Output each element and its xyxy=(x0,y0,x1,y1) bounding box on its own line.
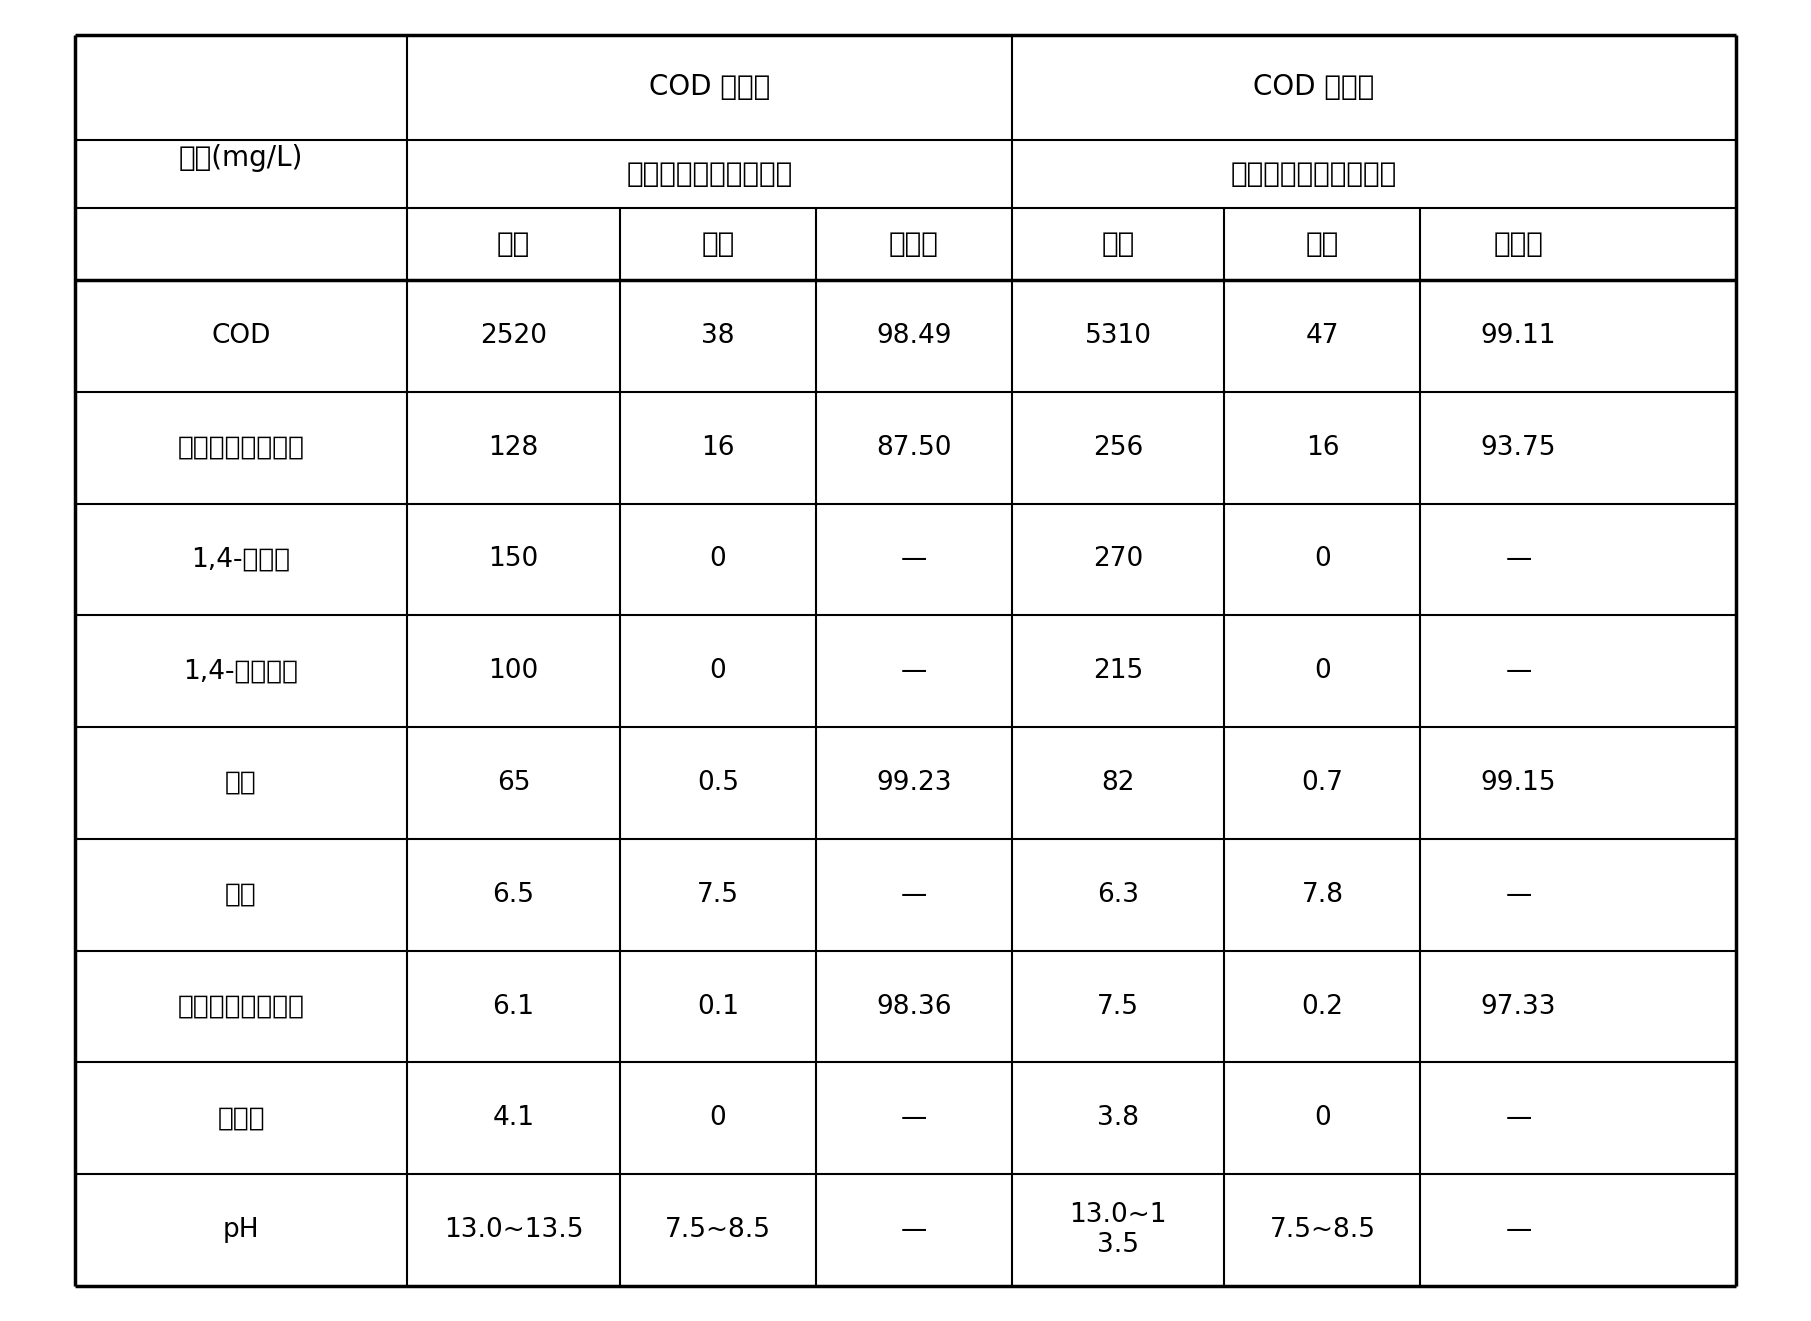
Text: 0: 0 xyxy=(710,1106,726,1131)
Text: 128: 128 xyxy=(489,435,538,461)
Text: 0: 0 xyxy=(1315,1106,1331,1131)
Text: 0: 0 xyxy=(710,547,726,572)
Text: 进水: 进水 xyxy=(1101,230,1135,258)
Text: 16: 16 xyxy=(701,435,735,461)
Text: 6.5: 6.5 xyxy=(493,882,534,908)
Text: 38: 38 xyxy=(701,322,735,349)
Text: 3.8: 3.8 xyxy=(1097,1106,1139,1131)
Text: 0: 0 xyxy=(710,658,726,684)
Text: —: — xyxy=(1505,1217,1532,1243)
Text: 256: 256 xyxy=(1094,435,1143,461)
Text: pH: pH xyxy=(223,1217,259,1243)
Text: —: — xyxy=(1505,1106,1532,1131)
Text: 去除率: 去除率 xyxy=(1494,230,1543,258)
Text: —: — xyxy=(900,547,927,572)
Text: 98.49: 98.49 xyxy=(877,322,951,349)
Text: 7.5~8.5: 7.5~8.5 xyxy=(665,1217,771,1243)
Text: —: — xyxy=(1505,658,1532,684)
Text: 65: 65 xyxy=(496,770,531,797)
Text: 215: 215 xyxy=(1094,658,1143,684)
Text: 色度（稀释倍数）: 色度（稀释倍数） xyxy=(177,435,304,461)
Text: 99.11: 99.11 xyxy=(1481,322,1556,349)
Text: COD 冲击期: COD 冲击期 xyxy=(1253,74,1375,102)
Text: 7.5: 7.5 xyxy=(1097,993,1139,1020)
Text: 270: 270 xyxy=(1094,547,1143,572)
Text: 阴离子表面活性剂: 阴离子表面活性剂 xyxy=(177,993,304,1020)
Text: 98.36: 98.36 xyxy=(877,993,951,1020)
Text: 0.7: 0.7 xyxy=(1302,770,1344,797)
Text: COD: COD xyxy=(212,322,272,349)
Text: 4.1: 4.1 xyxy=(493,1106,534,1131)
Text: 16: 16 xyxy=(1306,435,1338,461)
Text: 13.0~13.5: 13.0~13.5 xyxy=(444,1217,583,1243)
Text: 99.15: 99.15 xyxy=(1481,770,1556,797)
Text: 0.1: 0.1 xyxy=(697,993,739,1020)
Text: 5310: 5310 xyxy=(1085,322,1152,349)
Text: 0: 0 xyxy=(1315,658,1331,684)
Text: 0: 0 xyxy=(1315,547,1331,572)
Text: 87.50: 87.50 xyxy=(877,435,951,461)
Text: 97.33: 97.33 xyxy=(1481,993,1556,1020)
Text: 13.0~1
3.5: 13.0~1 3.5 xyxy=(1068,1202,1166,1258)
Text: —: — xyxy=(1505,547,1532,572)
Text: —: — xyxy=(900,1106,927,1131)
Text: —: — xyxy=(1505,882,1532,908)
Text: 0.5: 0.5 xyxy=(697,770,739,797)
Text: 93.75: 93.75 xyxy=(1481,435,1556,461)
Text: COD 正常期: COD 正常期 xyxy=(648,74,770,102)
Text: 进出水污染物浓度均值: 进出水污染物浓度均值 xyxy=(1231,160,1398,188)
Text: —: — xyxy=(900,658,927,684)
Text: 6.3: 6.3 xyxy=(1097,882,1139,908)
Text: 7.5~8.5: 7.5~8.5 xyxy=(1270,1217,1375,1243)
Text: —: — xyxy=(900,1217,927,1243)
Text: 82: 82 xyxy=(1101,770,1135,797)
Text: 6.1: 6.1 xyxy=(493,993,534,1020)
Text: 0.2: 0.2 xyxy=(1302,993,1344,1020)
Text: 进水: 进水 xyxy=(496,230,531,258)
Text: 出水: 出水 xyxy=(1306,230,1338,258)
Text: 总氮: 总氮 xyxy=(225,882,257,908)
Text: 7.5: 7.5 xyxy=(697,882,739,908)
Text: 2520: 2520 xyxy=(480,322,547,349)
Text: 甲醉: 甲醉 xyxy=(225,770,257,797)
Text: 去除率: 去除率 xyxy=(889,230,938,258)
Text: —: — xyxy=(900,882,927,908)
Text: 150: 150 xyxy=(489,547,538,572)
Text: 7.8: 7.8 xyxy=(1302,882,1344,908)
Text: 99.23: 99.23 xyxy=(877,770,951,797)
Text: 1,4-丁炔二醇: 1,4-丁炔二醇 xyxy=(183,658,299,684)
Text: 项目(mg/L): 项目(mg/L) xyxy=(179,144,302,172)
Text: 硫化物: 硫化物 xyxy=(217,1106,264,1131)
Text: 100: 100 xyxy=(489,658,538,684)
Text: 进出水污染物浓度均值: 进出水污染物浓度均值 xyxy=(627,160,793,188)
Text: 47: 47 xyxy=(1306,322,1338,349)
Text: 1,4-丁二醇: 1,4-丁二醇 xyxy=(192,547,290,572)
Text: 出水: 出水 xyxy=(701,230,735,258)
